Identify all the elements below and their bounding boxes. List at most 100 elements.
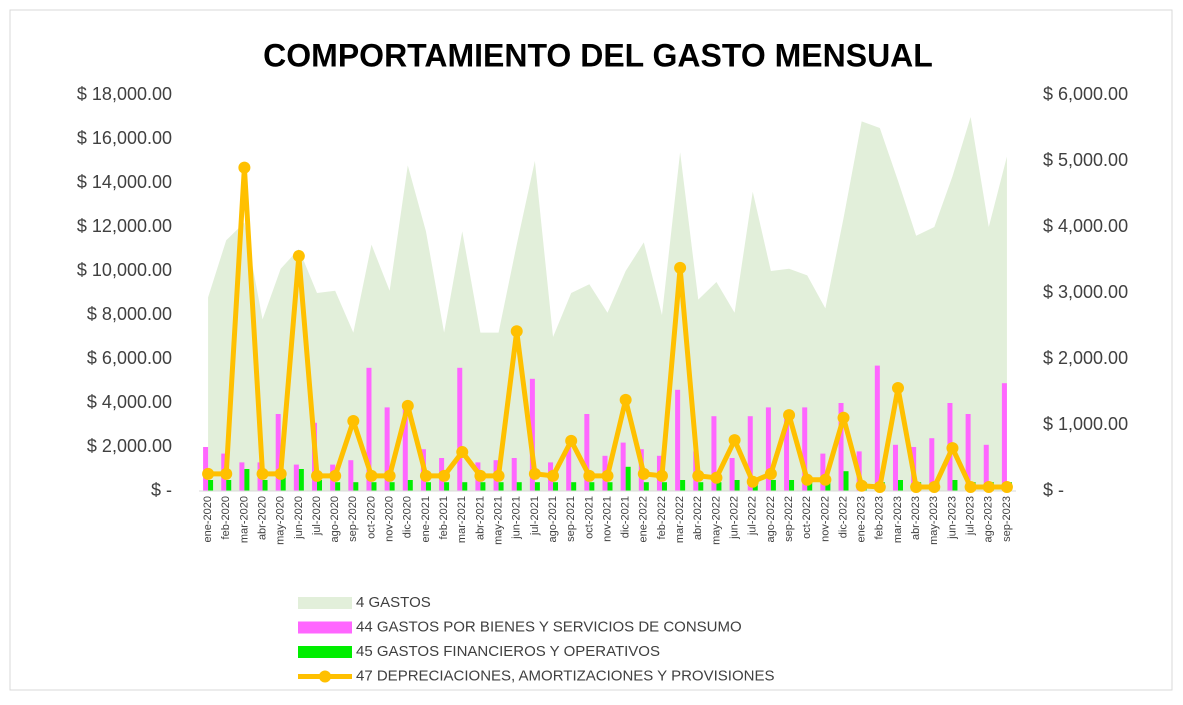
x-tick-label: ene-2021 <box>420 496 432 543</box>
x-tick-label: oct-2022 <box>801 496 813 539</box>
y-tick-label: $ 4,000.00 <box>87 392 172 412</box>
y-tick-label: $ 8,000.00 <box>87 304 172 324</box>
y-tick-label: $ 18,000.00 <box>77 84 172 104</box>
line-marker <box>910 481 923 494</box>
x-tick-label: nov-2021 <box>601 496 613 542</box>
line-marker <box>274 467 287 480</box>
bar <box>566 444 572 491</box>
bar <box>734 480 740 491</box>
x-tick-label: nov-2020 <box>384 496 396 542</box>
y2-tick-label: $ 2,000.00 <box>1043 348 1128 368</box>
y2-tick-label: $ 1,000.00 <box>1043 414 1128 434</box>
bar <box>661 482 667 491</box>
line-marker <box>746 475 759 488</box>
bar <box>353 482 359 491</box>
bar <box>511 458 517 491</box>
line-marker <box>311 469 324 482</box>
bar <box>498 482 504 491</box>
line-marker <box>783 409 796 422</box>
line-marker <box>710 471 723 484</box>
x-tick-label: abr-2023 <box>910 496 922 540</box>
bar <box>553 482 559 491</box>
bar <box>584 414 590 491</box>
x-tick-label: feb-2020 <box>220 496 232 539</box>
bar <box>843 471 849 491</box>
x-tick-label: jun-2022 <box>728 496 740 540</box>
y2-tick-label: $ 4,000.00 <box>1043 216 1128 236</box>
y-tick-label: $ 16,000.00 <box>77 128 172 148</box>
bar <box>317 480 323 491</box>
bar <box>929 438 935 491</box>
line-marker <box>510 325 523 338</box>
line-marker <box>292 250 305 263</box>
y-tick-label: $ 2,000.00 <box>87 436 172 456</box>
bar <box>462 482 468 491</box>
line-marker <box>202 467 215 480</box>
line-marker <box>946 442 959 455</box>
x-tick-label: mar-2021 <box>456 496 468 543</box>
y-tick-label: $ - <box>151 480 172 500</box>
line-marker <box>619 393 632 406</box>
y2-tick-label: $ - <box>1043 480 1064 500</box>
area <box>208 117 1007 491</box>
bar <box>407 480 413 491</box>
line-marker <box>1000 481 1013 494</box>
bar <box>747 416 753 491</box>
x-tick-label: jul-2020 <box>311 496 323 536</box>
x-tick-label: dic-2021 <box>620 496 632 538</box>
legend-swatch <box>298 646 352 658</box>
chart-title: COMPORTAMIENTO DEL GASTO MENSUAL <box>263 37 933 73</box>
x-tick-label: may-2021 <box>492 496 504 545</box>
bar <box>208 480 214 491</box>
bar <box>226 480 232 491</box>
line-marker <box>583 469 596 482</box>
bar <box>729 458 735 491</box>
x-tick-label: jun-2023 <box>946 496 958 540</box>
bar <box>897 480 903 491</box>
line-marker <box>728 434 741 447</box>
bar <box>820 453 826 491</box>
line-marker <box>220 467 233 480</box>
line-marker <box>982 481 995 494</box>
line-marker <box>492 469 505 482</box>
x-tick-label: ene-2023 <box>856 496 868 543</box>
line-marker <box>837 411 850 424</box>
x-tick-label: abr-2022 <box>692 496 704 540</box>
bar <box>371 482 377 491</box>
bar <box>402 407 408 491</box>
x-tick-label: jul-2022 <box>747 496 759 536</box>
bar <box>825 482 831 491</box>
legend-swatch <box>298 597 352 609</box>
bar <box>457 367 463 491</box>
legend-label: 44 GASTOS POR BIENES Y SERVICIOS DE CONS… <box>356 618 742 635</box>
bar <box>965 414 971 491</box>
bar <box>625 466 631 491</box>
y2-tick-label: $ 6,000.00 <box>1043 84 1128 104</box>
y2-tick-label: $ 5,000.00 <box>1043 150 1128 170</box>
line-marker <box>547 469 560 482</box>
line-marker <box>891 382 904 395</box>
legend-label: 4 GASTOS <box>356 594 431 611</box>
y2-tick-label: $ 3,000.00 <box>1043 282 1128 302</box>
bar <box>983 444 989 491</box>
bar <box>838 403 844 491</box>
line-marker <box>964 481 977 494</box>
x-tick-label: sep-2020 <box>347 496 359 542</box>
x-tick-label: oct-2020 <box>365 496 377 539</box>
y-tick-label: $ 12,000.00 <box>77 216 172 236</box>
bar <box>892 444 898 491</box>
bar <box>571 482 577 491</box>
bar <box>789 480 795 491</box>
x-tick-label: oct-2021 <box>583 496 595 539</box>
line-marker <box>692 469 705 482</box>
line-marker <box>819 473 832 486</box>
x-tick-label: jul-2023 <box>965 496 977 536</box>
line-marker <box>764 467 777 480</box>
line-marker <box>474 469 487 482</box>
bar <box>802 407 808 491</box>
x-tick-label: dic-2022 <box>837 496 849 538</box>
bar <box>716 482 722 491</box>
bar <box>280 471 286 491</box>
x-tick-label: feb-2023 <box>874 496 886 539</box>
